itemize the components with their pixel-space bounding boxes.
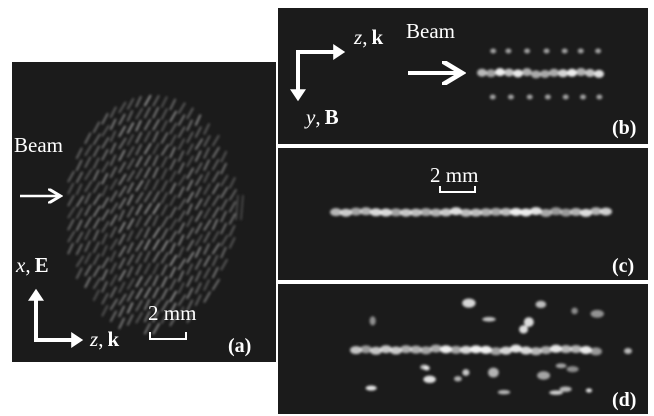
speckle [540, 346, 552, 354]
speckle [490, 49, 496, 54]
speckle [591, 310, 604, 318]
speckle [556, 363, 567, 368]
speckle [580, 95, 586, 100]
speckle [624, 348, 632, 354]
speckle [462, 369, 469, 376]
speckle [571, 308, 578, 315]
speckle [580, 209, 592, 217]
speckle [550, 207, 562, 215]
speckle [424, 366, 430, 371]
panel-label: (b) [612, 117, 636, 139]
beam-label: Beam [406, 19, 455, 43]
speckle [596, 95, 602, 100]
speckle [562, 49, 568, 54]
speckle [490, 95, 496, 100]
beam-label: Beam [14, 133, 63, 157]
speckle [540, 70, 550, 78]
speckle [527, 95, 533, 100]
speckle [390, 347, 402, 355]
speckle [360, 345, 372, 353]
speckle [594, 70, 604, 78]
panel-label: (d) [612, 389, 636, 411]
speckle [567, 69, 577, 77]
speckle [590, 347, 602, 355]
speckle [531, 70, 541, 78]
speckle [423, 376, 436, 383]
speckle [595, 49, 601, 54]
speckle [495, 68, 505, 76]
speckle [504, 69, 514, 77]
speckle [454, 376, 462, 381]
speckle [380, 345, 392, 353]
scale-label: 2 mm [430, 163, 478, 187]
speckle [578, 49, 584, 54]
speckle [498, 390, 510, 394]
speckle [513, 69, 523, 77]
speckle [545, 95, 551, 100]
speckle [482, 317, 496, 322]
panel-label: (a) [228, 335, 251, 357]
speckle [505, 49, 511, 54]
speckle [586, 388, 592, 392]
speckle [524, 49, 530, 54]
speckle [450, 207, 462, 215]
speckle [567, 366, 579, 372]
speckle [462, 298, 475, 307]
speckle [370, 316, 376, 325]
speckle [560, 387, 572, 392]
speckle [600, 208, 612, 216]
speckle [530, 347, 542, 355]
figure: Beam x,E z,k 2 mm (a) z,k y,B Beam (b) 2… [0, 0, 654, 416]
speckle [522, 68, 532, 76]
speckle [544, 49, 550, 54]
speckle [519, 325, 528, 333]
speckle [540, 209, 552, 217]
speckle [524, 317, 534, 327]
speckle [480, 346, 492, 354]
speckle [585, 69, 595, 77]
speckle [440, 208, 452, 216]
panel-label: (c) [612, 255, 634, 277]
speckle [549, 390, 563, 395]
speckle [520, 208, 532, 216]
speckle [537, 371, 550, 379]
speckle [488, 368, 499, 378]
speckle [576, 68, 586, 76]
speckle [536, 301, 547, 308]
speckle [508, 95, 514, 100]
speckle [549, 69, 559, 77]
speckle [486, 69, 496, 77]
speckle [558, 69, 568, 77]
speckle [370, 347, 382, 355]
speckle [477, 69, 487, 77]
speckle [340, 209, 352, 217]
speckle [563, 95, 569, 100]
speckle [366, 386, 377, 391]
speckle [580, 346, 592, 354]
scale-label: 2 mm [148, 301, 196, 325]
